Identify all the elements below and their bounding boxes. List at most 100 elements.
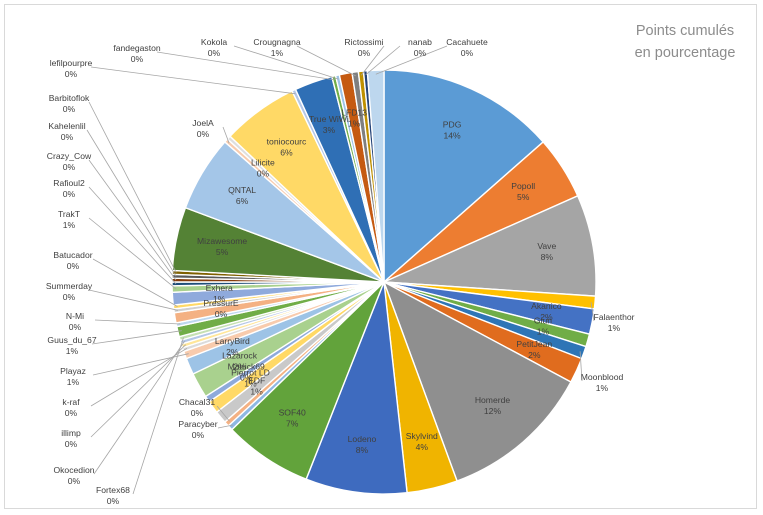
- label-percent-paracyber: 0%: [192, 430, 205, 440]
- label-percent-homerde: 12%: [484, 406, 502, 416]
- label-name-pressure: PressurE: [203, 298, 239, 308]
- pie-slices: [171, 69, 597, 495]
- label-percent-nanab: 0%: [414, 48, 427, 58]
- leader-line-rictossimi: [360, 45, 385, 76]
- leader-line-k-raf: [90, 347, 188, 407]
- label-name-chacal31: Chacal31: [179, 397, 216, 407]
- leader-line-okocedion: [93, 340, 185, 475]
- leader-line-crougnagna: [296, 45, 356, 77]
- slice-lodeno: [305, 281, 408, 495]
- label-percent-barbitoflok: 0%: [63, 104, 76, 114]
- label-name-sof40: SOF40: [279, 408, 306, 418]
- label-name-rafioul2: Rafioul2: [53, 178, 85, 188]
- label-percent-fandegaston: 0%: [131, 54, 144, 64]
- label-percent-joela: 0%: [197, 129, 210, 139]
- label-percent-exhera: 1%: [213, 294, 226, 304]
- label-percent-chacal31: 0%: [191, 408, 204, 418]
- label-name-illimp: illimp: [61, 428, 81, 438]
- leader-line-guus-du-67: [91, 330, 182, 345]
- label-name-fandegaston: fandegaston: [113, 43, 161, 53]
- label-name-barbitoflok: Barbitoflok: [49, 93, 90, 103]
- label-name-vave: Vave: [537, 241, 556, 251]
- leader-line-chacal31: [216, 405, 230, 422]
- leader-line-fortex68: [132, 337, 184, 495]
- leader-line-batucador: [92, 258, 178, 307]
- data-labels: PDG14%Popoll5%Vave8%Falaenthor1%Akanico2…: [46, 37, 635, 506]
- label-name-petitjean: PetitJean: [516, 339, 552, 349]
- label-name-joela: JoelA: [192, 118, 214, 128]
- label-name-playaz: Playaz: [60, 366, 86, 376]
- label-percent-lodeno: 8%: [356, 445, 369, 455]
- leader-line-summerday: [88, 289, 178, 311]
- label-name-lefilpourpre: lefilpourpre: [50, 58, 93, 68]
- label-percent-true-wiwi: 3%: [323, 125, 336, 135]
- label-name-crougnagna: Crougnagna: [253, 37, 301, 47]
- label-name-lilicite: Lilicite: [251, 157, 275, 167]
- label-percent-okocedion: 0%: [68, 476, 81, 486]
- label-name-cacahuete: Cacahuete: [446, 37, 488, 47]
- label-percent-matrick69: 0%: [240, 372, 253, 382]
- label-name-nanab: nanab: [408, 37, 432, 47]
- leader-line-nanab: [365, 45, 401, 76]
- label-percent-illimp: 0%: [65, 439, 78, 449]
- label-name-lodeno: Lodeno: [348, 434, 377, 444]
- label-name-n-mi: N-Mi: [66, 311, 84, 321]
- leader-line-n-mi: [94, 319, 181, 325]
- label-percent-batucador: 0%: [67, 261, 80, 271]
- label-name-lazarock: Lazarock: [222, 351, 258, 361]
- chart-title-line-1: Points cumulés: [636, 23, 734, 39]
- leader-line-crazy-cow: [88, 159, 177, 281]
- label-percent-n-mi: 0%: [69, 322, 82, 332]
- label-name-summerday: Summerday: [46, 281, 93, 291]
- label-name-crazy-cow: Crazy_Cow: [47, 151, 92, 161]
- leader-lines: [86, 45, 595, 495]
- leader-line-playaz: [92, 353, 189, 376]
- label-percent-giun: 1%: [537, 327, 550, 337]
- label-percent-kahelenlil: 0%: [61, 132, 74, 142]
- leader-line-lefilpourpre: [90, 66, 296, 95]
- label-percent-crougnagna: 1%: [271, 48, 284, 58]
- label-name-kokola: Kokola: [201, 37, 227, 47]
- leader-line-barbitoflok: [88, 101, 177, 273]
- label-percent-kokola: 0%: [208, 48, 221, 58]
- label-name-qntal: QNTAL: [228, 185, 256, 195]
- chart-frame: Points cumulés en pourcentage PDG 14% Popo…: [4, 4, 757, 509]
- label-name-paracyber: Paracyber: [178, 419, 217, 429]
- slice-vave: [383, 194, 597, 297]
- label-name-kahelenlil: Kahelenlil: [48, 121, 85, 131]
- label-percent-crazy-cow: 0%: [63, 162, 76, 172]
- slice-homerde: [382, 280, 572, 482]
- label-percent-larrybird: 2%: [226, 347, 239, 357]
- label-name-akanico: Akanico: [531, 301, 562, 311]
- label-percent-pierrot-ld: 1%: [244, 379, 257, 389]
- label-name-pierrot-ld: Pierrot LD: [231, 368, 270, 378]
- label-name-true-wiwi: True WiWi: [309, 114, 349, 124]
- label-name-edf: EDF: [248, 375, 265, 385]
- label-name-batucador: Batucador: [53, 250, 92, 260]
- label-percent-pressure: 0%: [215, 309, 228, 319]
- label-percent-sof40: 7%: [286, 419, 299, 429]
- label-name-homerde: Homerde: [475, 395, 511, 405]
- label-percent-skylvind: 4%: [416, 442, 429, 452]
- leader-line-fandegaston: [156, 51, 335, 81]
- label-percent-fortex68: 0%: [107, 496, 120, 506]
- leader-line-trakt: [88, 217, 177, 290]
- label-name-pdg: PDG: [443, 119, 462, 129]
- label-percent-trakt: 1%: [63, 220, 76, 230]
- leader-line-joela: [222, 126, 230, 144]
- label-percent-summerday: 0%: [63, 292, 76, 302]
- label-name-larrybird: LarryBird: [215, 336, 250, 346]
- label-percent-pdg: 14%: [443, 130, 461, 140]
- label-name-skylvind: Skylvind: [406, 431, 438, 441]
- label-percent-toniocourc: 6%: [280, 148, 293, 158]
- label-percent-lefilpourpre: 0%: [65, 69, 78, 79]
- leader-line-paracyber: [217, 424, 234, 429]
- label-name-fortex68: Fortex68: [96, 485, 130, 495]
- label-name-guus-du-67: Guus_du_67: [47, 335, 96, 345]
- label-percent-playaz: 1%: [67, 377, 80, 387]
- label-name-lfd13: LFD13: [341, 107, 367, 117]
- label-percent-popoll: 5%: [517, 192, 530, 202]
- label-name-k-raf: k-raf: [62, 397, 80, 407]
- label-percent-rafioul2: 0%: [63, 189, 76, 199]
